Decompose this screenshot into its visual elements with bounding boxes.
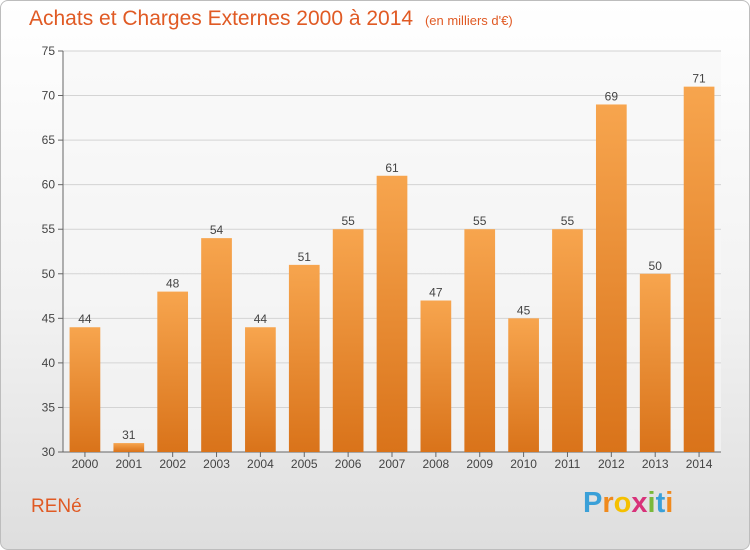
logo-letter: t — [655, 487, 666, 519]
bar-value-label: 54 — [210, 223, 224, 237]
bar-value-label: 47 — [429, 286, 443, 300]
bar — [157, 291, 189, 452]
bar — [683, 86, 715, 453]
x-tick-label: 2013 — [642, 457, 669, 471]
bar — [245, 327, 276, 452]
x-tick-label: 2014 — [686, 457, 713, 471]
bar — [332, 229, 364, 452]
chart-title: Achats et Charges Externes 2000 à 2014 (… — [29, 7, 513, 31]
x-tick-label: 2008 — [423, 457, 450, 471]
x-tick-label: 2012 — [598, 457, 625, 471]
x-tick-label: 2010 — [510, 457, 537, 471]
bar — [376, 175, 408, 452]
bar-value-label: 44 — [254, 312, 268, 326]
chart-unit: (en milliers d'€) — [424, 13, 513, 28]
y-tick-label: 60 — [42, 178, 56, 192]
logo-letter: i — [647, 487, 656, 519]
y-tick-label: 55 — [42, 222, 56, 236]
y-tick-label: 40 — [42, 356, 56, 370]
y-tick-label: 30 — [42, 445, 56, 459]
y-tick-label: 45 — [42, 311, 56, 325]
bar-value-label: 31 — [122, 428, 136, 442]
bar-value-label: 51 — [298, 250, 312, 264]
bar — [464, 229, 496, 452]
bar — [113, 443, 145, 452]
y-tick-label: 35 — [42, 400, 56, 414]
x-tick-label: 2003 — [203, 457, 230, 471]
bar-value-label: 48 — [166, 277, 180, 291]
y-tick-label: 70 — [42, 89, 56, 103]
y-tick-label: 50 — [42, 267, 56, 281]
bar-value-label: 55 — [473, 214, 487, 228]
logo-letter: x — [631, 487, 648, 519]
x-tick-label: 2007 — [379, 457, 406, 471]
x-tick-label: 2005 — [291, 457, 318, 471]
logo-letter: i — [665, 487, 674, 519]
x-tick-label: 2011 — [555, 457, 581, 471]
bar — [420, 300, 452, 452]
logo-letter: P — [583, 487, 603, 519]
bar — [288, 264, 320, 452]
x-tick-label: 2001 — [115, 457, 142, 471]
chart-title-text: Achats et Charges Externes 2000 à 2014 — [29, 7, 414, 30]
logo-letter: r — [602, 487, 614, 519]
bar — [508, 318, 539, 452]
bar — [69, 327, 101, 452]
x-tick-label: 2002 — [159, 457, 186, 471]
bar-value-label: 69 — [605, 89, 619, 103]
bar — [639, 273, 671, 452]
y-tick-label: 75 — [42, 44, 56, 58]
bar — [201, 238, 232, 452]
bar-value-label: 61 — [385, 161, 399, 175]
bar-value-label: 45 — [517, 303, 531, 317]
bar-value-label: 44 — [78, 312, 92, 326]
bar — [595, 104, 627, 452]
commune-name: RENé — [31, 496, 82, 517]
x-tick-label: 2004 — [247, 457, 274, 471]
bar-value-label: 50 — [649, 259, 663, 273]
bar-value-label: 55 — [561, 214, 575, 228]
x-tick-label: 2009 — [466, 457, 493, 471]
proxiti-logo: Proxiti — [583, 487, 673, 520]
bar — [552, 229, 583, 452]
bar-value-label: 71 — [692, 72, 706, 86]
y-tick-label: 65 — [42, 133, 56, 147]
bar-value-label: 55 — [341, 214, 355, 228]
x-tick-label: 2000 — [72, 457, 99, 471]
logo-letter: o — [613, 487, 632, 519]
x-tick-label: 2006 — [335, 457, 362, 471]
